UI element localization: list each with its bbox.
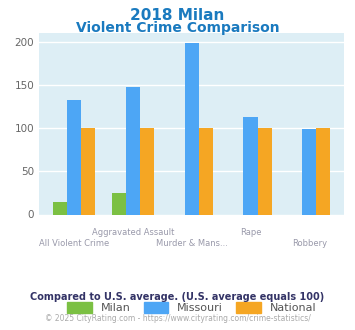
Legend: Milan, Missouri, National: Milan, Missouri, National (62, 296, 322, 318)
Bar (112, 193, 126, 214)
Bar (244, 117, 258, 214)
Text: Rape: Rape (240, 228, 261, 237)
Bar (67, 100, 81, 214)
Bar (258, 128, 272, 214)
Bar (140, 128, 154, 214)
Text: 2018 Milan: 2018 Milan (130, 8, 225, 23)
Text: Compared to U.S. average. (U.S. average equals 100): Compared to U.S. average. (U.S. average … (31, 292, 324, 302)
Bar (302, 129, 316, 214)
Bar (53, 202, 67, 214)
Text: © 2025 CityRating.com - https://www.cityrating.com/crime-statistics/: © 2025 CityRating.com - https://www.city… (45, 314, 310, 323)
Text: Aggravated Assault: Aggravated Assault (92, 228, 174, 237)
Bar (199, 128, 213, 214)
Text: Robbery: Robbery (292, 239, 327, 248)
Bar (81, 128, 95, 214)
Bar (316, 128, 331, 214)
Bar (185, 43, 199, 214)
Text: All Violent Crime: All Violent Crime (39, 239, 109, 248)
Text: Murder & Mans...: Murder & Mans... (156, 239, 228, 248)
Bar (126, 86, 140, 214)
Text: Violent Crime Comparison: Violent Crime Comparison (76, 21, 279, 35)
